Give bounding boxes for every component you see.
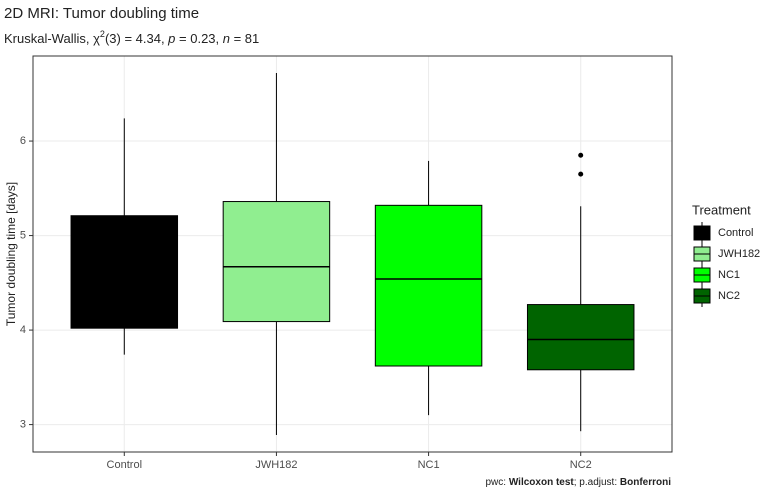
box — [222, 201, 331, 323]
caption: pwc: Wilcoxon test; p.adjust: Bonferroni — [485, 477, 671, 488]
box — [526, 304, 635, 371]
y-tick-label: 3 — [20, 418, 26, 430]
caption-part: Bonferroni — [620, 477, 671, 488]
y-tick-label: 5 — [20, 229, 26, 241]
caption-part: ; p.adjust: — [574, 477, 620, 488]
subtitle-part: = 81 — [230, 31, 259, 46]
y-axis-title: Tumor doubling time [days] — [4, 182, 18, 326]
caption-part: pwc: — [485, 477, 508, 488]
subtitle-part: Kruskal-Wallis, χ — [4, 31, 100, 46]
outlier — [578, 152, 584, 158]
plot-border — [32, 55, 673, 453]
y-tick-label: 4 — [20, 324, 26, 336]
caption-part: Wilcoxon test — [509, 477, 575, 488]
subtitle-part: (3) = 4.34, — [105, 31, 168, 46]
legend-label: NC1 — [718, 269, 740, 281]
legend-label: JWH182 — [718, 248, 760, 260]
y-tick-label: 6 — [20, 135, 26, 147]
x-tick-label: NC1 — [418, 459, 440, 471]
box — [374, 204, 483, 367]
subtitle-part: p — [167, 31, 175, 46]
subtitle-part: n — [223, 31, 230, 46]
legend-title: Treatment — [692, 202, 751, 217]
subtitle-part: = 0.23, — [175, 31, 222, 46]
chart-subtitle: Kruskal-Wallis, χ2(3) = 4.34, p = 0.23, … — [4, 29, 259, 46]
x-tick-label: NC2 — [570, 459, 592, 471]
x-tick-label: JWH182 — [255, 459, 297, 471]
box — [70, 215, 179, 329]
outlier — [578, 171, 584, 177]
subtitle-part: 2 — [100, 29, 105, 39]
legend-label: Control — [718, 227, 753, 239]
x-tick-label: Control — [107, 459, 142, 471]
legend-label: NC2 — [718, 290, 740, 302]
chart-title: 2D MRI: Tumor doubling time — [4, 5, 199, 22]
